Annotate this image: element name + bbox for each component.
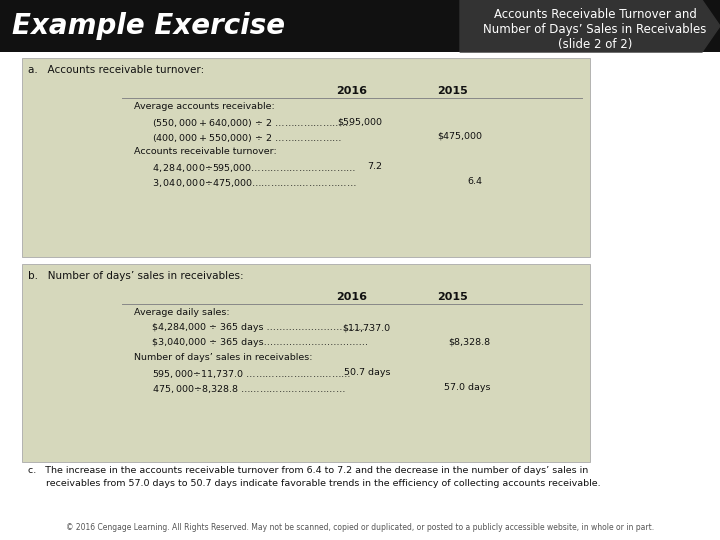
- Text: Average accounts receivable:: Average accounts receivable:: [134, 102, 275, 111]
- Text: Number of days’ sales in receivables:: Number of days’ sales in receivables:: [134, 353, 312, 362]
- Text: 57.0 days: 57.0 days: [444, 383, 490, 392]
- Text: ($550,000 + $640,000) ÷ 2 ……………………: ($550,000 + $640,000) ÷ 2 ……………………: [152, 117, 351, 129]
- Text: Accounts receivable turnover:: Accounts receivable turnover:: [134, 147, 276, 156]
- Text: 2015: 2015: [436, 86, 467, 96]
- Text: $4,284,000 ÷ $595,000……………………………: $4,284,000 ÷ $595,000……………………………: [152, 162, 356, 174]
- Text: (slide 2 of 2): (slide 2 of 2): [558, 38, 632, 51]
- Text: c.   The increase in the accounts receivable turnover from 6.4 to 7.2 and the de: c. The increase in the accounts receivab…: [28, 466, 588, 475]
- Text: $3,040,000 ÷ $475,000……………………………: $3,040,000 ÷ $475,000……………………………: [152, 177, 356, 189]
- Text: $595,000 ÷ $11,737.0 ……………………………: $595,000 ÷ $11,737.0 ……………………………: [152, 368, 351, 380]
- Text: $8,328.8: $8,328.8: [448, 338, 490, 347]
- Text: $11,737.0: $11,737.0: [342, 323, 390, 332]
- Text: 6.4: 6.4: [467, 177, 482, 186]
- Text: $4,284,000 ÷ 365 days ……………………………: $4,284,000 ÷ 365 days ……………………………: [152, 323, 371, 332]
- Bar: [22, 58, 590, 257]
- Text: $595,000: $595,000: [337, 117, 382, 126]
- Bar: [0, 0, 720, 52]
- Text: $3,040,000 ÷ 365 days……………………………: $3,040,000 ÷ 365 days……………………………: [152, 338, 368, 347]
- Text: ($400,000 + $550,000) ÷ 2 …………………: ($400,000 + $550,000) ÷ 2 …………………: [152, 132, 342, 144]
- Text: Accounts Receivable Turnover and: Accounts Receivable Turnover and: [494, 8, 696, 21]
- Text: receivables from 57.0 days to 50.7 days indicate favorable trends in the efficie: receivables from 57.0 days to 50.7 days …: [28, 479, 600, 488]
- Text: 2015: 2015: [436, 292, 467, 302]
- Text: 2016: 2016: [336, 86, 367, 96]
- Text: © 2016 Cengage Learning. All Rights Reserved. May not be scanned, copied or dupl: © 2016 Cengage Learning. All Rights Rese…: [66, 523, 654, 532]
- Text: a.   Accounts receivable turnover:: a. Accounts receivable turnover:: [28, 65, 204, 75]
- Text: 7.2: 7.2: [367, 162, 382, 171]
- Text: 2016: 2016: [336, 292, 367, 302]
- Text: $475,000: $475,000: [437, 132, 482, 141]
- Text: $475,000 ÷ $8,328.8 ……………………………: $475,000 ÷ $8,328.8 ……………………………: [152, 383, 346, 395]
- Text: 50.7 days: 50.7 days: [343, 368, 390, 377]
- Bar: [22, 264, 590, 462]
- Text: Number of Days’ Sales in Receivables: Number of Days’ Sales in Receivables: [483, 23, 707, 36]
- Polygon shape: [460, 0, 720, 52]
- Text: Average daily sales:: Average daily sales:: [134, 308, 230, 317]
- Text: Example Exercise: Example Exercise: [12, 12, 285, 40]
- Text: b.   Number of days’ sales in receivables:: b. Number of days’ sales in receivables:: [28, 271, 243, 281]
